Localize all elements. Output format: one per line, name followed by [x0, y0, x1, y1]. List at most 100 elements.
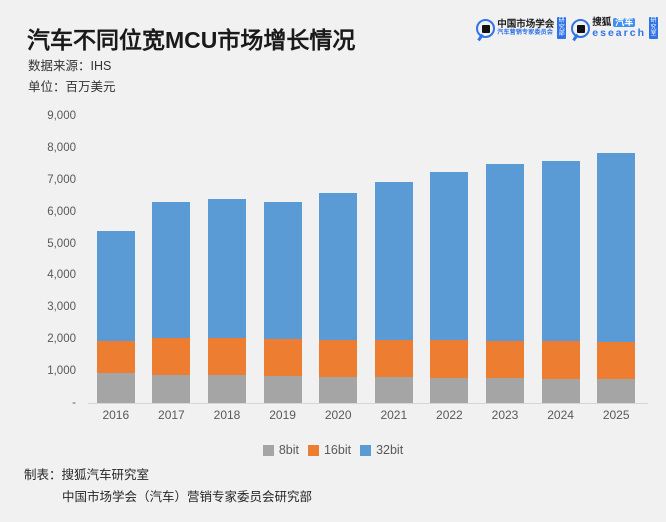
badge-char-3: 部: [558, 31, 565, 38]
sohu-logo-top: 搜狐: [592, 16, 612, 28]
sohu-logo-top-row: 搜狐 汽车: [592, 16, 646, 28]
x-axis-tick-label: 2016: [102, 408, 130, 422]
legend-label: 32bit: [376, 443, 404, 457]
cmau-logo-text: 中国市场学会 汽车营销专家委员会: [497, 20, 554, 36]
bar-group[interactable]: [263, 202, 302, 403]
x-axis-tick-label: 2019: [269, 408, 296, 422]
bar-segment-16bit[interactable]: [597, 342, 636, 380]
chart-footer: 制表：搜狐汽车研究室 中国市场学会（汽车）营销专家委员会研究部: [24, 465, 312, 509]
bar-segment-8bit[interactable]: [96, 373, 135, 403]
x-axis-tick-label: 2025: [602, 408, 630, 422]
x-axis-tick-label: 2022: [436, 408, 463, 422]
bar-group[interactable]: [96, 230, 135, 403]
sohu-auto-research-logo: 搜狐 汽车 esearch 研 究 室: [571, 16, 658, 40]
bar-segment-16bit[interactable]: [152, 337, 191, 375]
bar-group[interactable]: [430, 171, 469, 403]
bar-segment-16bit[interactable]: [208, 338, 246, 376]
cmau-logo: 中国市场学会 汽车营销专家委员会 研 究 部: [476, 17, 567, 40]
x-axis-tick-label: 2021: [380, 408, 408, 422]
logo-group: 中国市场学会 汽车营销专家委员会 研 究 部 搜狐 汽车 esearch: [476, 16, 658, 40]
sohu-logo-text: 搜狐 汽车 esearch: [592, 16, 646, 39]
y-axis-tick-label: 8,000: [47, 141, 76, 154]
bar-segment-8bit[interactable]: [152, 374, 191, 403]
y-axis-tick-label: 3,000: [47, 301, 76, 314]
chart-legend: 8bit 16bit 32bit: [0, 438, 666, 462]
badge-char-1: 研: [558, 18, 565, 24]
magnifier-icon: [476, 18, 496, 38]
bar-segment-16bit[interactable]: [430, 340, 469, 378]
bar-segment-32bit[interactable]: [263, 202, 302, 340]
legend-swatch: [360, 444, 372, 456]
bar-group[interactable]: [486, 163, 524, 403]
bar-segment-16bit[interactable]: [374, 339, 413, 378]
bar-segment-32bit[interactable]: [374, 182, 413, 340]
badge-char-1: 研: [650, 18, 657, 24]
bar-segment-8bit[interactable]: [541, 378, 580, 403]
bar-segment-16bit[interactable]: [319, 339, 358, 377]
x-axis-tick-label: 2020: [324, 408, 352, 422]
legend-swatch: [262, 444, 274, 456]
legend-label: 8bit: [278, 443, 299, 457]
cmau-logo-top: 中国市场学会: [497, 19, 555, 31]
bar-segment-16bit[interactable]: [486, 340, 524, 379]
badge-char-2: 究: [650, 24, 657, 31]
bar-segment-32bit[interactable]: [152, 202, 191, 338]
bar-group[interactable]: [208, 198, 246, 403]
legend-swatch: [307, 444, 319, 456]
bar-segment-16bit[interactable]: [96, 340, 135, 374]
x-axis-tick-label: 2023: [491, 408, 519, 422]
cmau-logo-bottom: 汽车营销专家委员会: [497, 29, 554, 36]
bar-segment-32bit[interactable]: [208, 198, 246, 339]
bar-segment-16bit[interactable]: [541, 341, 580, 379]
badge-char-2: 究: [558, 24, 565, 31]
bar-segment-8bit[interactable]: [597, 379, 636, 403]
badge-char-3: 室: [650, 31, 657, 38]
bar-segment-8bit[interactable]: [430, 377, 469, 403]
bar-group[interactable]: [319, 192, 358, 403]
footer-line-2: 中国市场学会（汽车）营销专家委员会研究部: [62, 489, 313, 504]
y-axis-tick-label: 9,000: [47, 110, 76, 122]
bar-segment-16bit[interactable]: [263, 339, 302, 376]
y-axis-tick-label: -: [72, 397, 76, 409]
y-axis-tick-label: 6,000: [47, 205, 76, 218]
legend-item[interactable]: 32bit: [360, 443, 403, 457]
legend-item[interactable]: 8bit: [262, 443, 299, 457]
x-axis-line: [88, 403, 648, 404]
sohu-logo-chip: 汽车: [613, 17, 636, 28]
bar-segment-8bit[interactable]: [319, 376, 358, 403]
sohu-logo-bottom: esearch: [592, 26, 646, 39]
unit-label: 单位：百万美元: [28, 80, 116, 94]
bar-segment-8bit[interactable]: [263, 375, 302, 403]
y-axis-tick-label: 4,000: [47, 269, 76, 282]
chart-header: 汽车不同位宽MCU市场增长情况 数据来源：IHS 单位：百万美元 中国市场学会 …: [0, 0, 666, 108]
x-axis: 2016 2017 2018 2019 2020 2021 2022 2023 2024 2025: [88, 408, 644, 432]
bar-segment-32bit[interactable]: [319, 192, 358, 340]
chart-area: - 1,000 2,000 3,000 4,000 5,000 6,000 7,000 8,00…: [0, 108, 666, 438]
bar-segment-32bit[interactable]: [541, 160, 580, 342]
y-axis-tick-label: 7,000: [47, 173, 76, 186]
legend-item[interactable]: 16bit: [307, 443, 351, 457]
bar-group[interactable]: [541, 160, 580, 403]
bar-group[interactable]: [374, 182, 413, 403]
bar-segment-8bit[interactable]: [374, 377, 413, 403]
bar-segment-8bit[interactable]: [208, 375, 246, 403]
cmau-logo-badge: 研 究 部: [557, 17, 567, 40]
sohu-logo-badge: 研 究 室: [648, 17, 658, 40]
x-axis-tick-label: 2017: [158, 408, 185, 422]
y-axis: - 1,000 2,000 3,000 4,000 5,000 6,000 7,000 8,00…: [0, 110, 82, 409]
bar-group[interactable]: [597, 152, 636, 403]
bar-series-container: [88, 116, 644, 403]
bar-segment-8bit[interactable]: [486, 378, 524, 403]
magnifier-icon: [571, 18, 591, 38]
bar-segment-32bit[interactable]: [430, 171, 469, 341]
bar-segment-32bit[interactable]: [597, 152, 636, 343]
bar-group[interactable]: [152, 202, 191, 403]
bar-segment-32bit[interactable]: [486, 163, 524, 341]
page-title: 汽车不同位宽MCU市场增长情况: [27, 27, 356, 53]
bar-segment-32bit[interactable]: [96, 230, 135, 341]
plot-area: [88, 116, 644, 403]
y-axis-tick-label: 5,000: [47, 237, 76, 250]
x-axis-tick-label: 2018: [213, 408, 241, 422]
y-axis-tick-label: 1,000: [47, 365, 76, 378]
